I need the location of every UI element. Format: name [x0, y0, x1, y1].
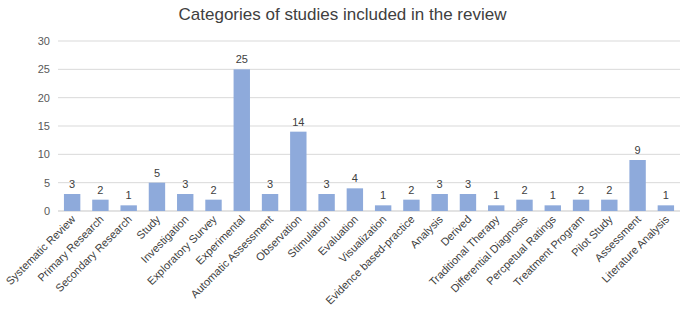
y-tick-label: 20: [38, 92, 50, 104]
data-label: 1: [493, 189, 499, 201]
x-tick-label: Literature Analysis: [599, 213, 671, 285]
bar: [120, 205, 136, 211]
chart-svg: Categories of studies included in the re…: [0, 0, 685, 329]
data-label: 1: [550, 189, 556, 201]
data-label: 2: [578, 184, 584, 196]
bar: [177, 194, 193, 211]
grid-line: [58, 97, 680, 98]
data-label: 1: [126, 189, 132, 201]
data-label: 25: [236, 53, 248, 65]
bar: [460, 194, 476, 211]
x-tick-label: Evidence based-practice: [323, 213, 417, 307]
bar: [516, 200, 532, 211]
data-label: 3: [437, 178, 443, 190]
bar: [545, 205, 561, 211]
bar: [403, 200, 419, 211]
bar: [205, 200, 221, 211]
bar: [262, 194, 278, 211]
bar: [149, 183, 165, 211]
chart-title: Categories of studies included in the re…: [179, 5, 508, 24]
data-label: 9: [635, 144, 641, 156]
data-label: 1: [380, 189, 386, 201]
data-label: 3: [465, 178, 471, 190]
data-label: 4: [352, 172, 358, 184]
data-label: 3: [182, 178, 188, 190]
y-tick-label: 15: [38, 120, 50, 132]
x-tick-label: Analysis: [408, 213, 446, 251]
y-tick-label: 25: [38, 63, 50, 75]
bar: [290, 132, 306, 211]
chart-container: Categories of studies included in the re…: [0, 0, 685, 329]
data-label: 2: [521, 184, 527, 196]
bar: [318, 194, 334, 211]
bar: [375, 205, 391, 211]
data-label: 2: [408, 184, 414, 196]
data-label: 3: [69, 178, 75, 190]
bar: [64, 194, 80, 211]
grid-line: [58, 41, 680, 42]
y-tick-label: 10: [38, 148, 50, 160]
bar: [234, 69, 250, 211]
data-label: 14: [292, 116, 304, 128]
y-tick-label: 5: [44, 177, 50, 189]
grid-line: [58, 69, 680, 70]
bar: [92, 200, 108, 211]
bar: [658, 205, 674, 211]
data-label: 2: [606, 184, 612, 196]
data-label: 3: [324, 178, 330, 190]
bars: [64, 69, 674, 211]
bar: [573, 200, 589, 211]
bar: [431, 194, 447, 211]
data-label: 5: [154, 167, 160, 179]
x-tick-label: Secondary Research: [53, 213, 134, 294]
bar: [488, 205, 504, 211]
bar: [629, 160, 645, 211]
bar: [347, 188, 363, 211]
y-tick-label: 30: [38, 35, 50, 47]
grid-line: [58, 126, 680, 127]
data-label: 3: [267, 178, 273, 190]
grid-line: [58, 154, 680, 155]
bar: [601, 200, 617, 211]
data-label: 2: [97, 184, 103, 196]
data-label: 2: [210, 184, 216, 196]
data-label: 1: [663, 189, 669, 201]
y-tick-label: 0: [44, 205, 50, 217]
